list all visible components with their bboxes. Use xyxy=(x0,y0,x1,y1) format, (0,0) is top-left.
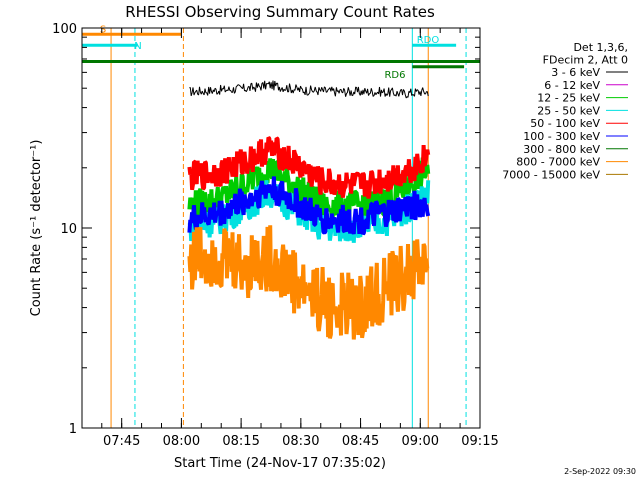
x-tick-label: 08:00 xyxy=(163,434,200,449)
y-tick-label: 10 xyxy=(60,222,77,237)
annotation-label: S xyxy=(100,24,106,35)
chart-title: RHESSI Observing Summary Count Rates xyxy=(125,3,435,21)
series-line xyxy=(187,176,431,236)
legend-entry-label: 12 - 25 keV xyxy=(537,92,600,105)
series-50-100-kev xyxy=(187,136,431,199)
x-tick-label: 08:15 xyxy=(222,434,259,449)
annotation-label: RD6 xyxy=(384,70,405,81)
axes: 1 10 100 07:45 08:00 08:15 08:30 08:45 09:00 09:1… xyxy=(52,22,499,449)
y-axis-label: Count Rate (s⁻¹ detector⁻¹) xyxy=(29,140,44,317)
series-line xyxy=(187,225,430,340)
series-800-7000-kev xyxy=(187,225,430,340)
legend-entry-label: 3 - 6 keV xyxy=(551,66,600,79)
legend-entry-label: 6 - 12 keV xyxy=(544,79,600,92)
axes-frame xyxy=(81,27,481,429)
annotation-label: N xyxy=(134,41,141,52)
legend-entry-label: 7000 - 15000 keV xyxy=(502,168,600,181)
x-tick-label: 08:45 xyxy=(342,434,379,449)
series-3-6-kev xyxy=(189,80,429,99)
plot-area: S N RD6 RDO xyxy=(81,24,480,428)
x-tick-label: 08:30 xyxy=(282,434,319,449)
legend-entry-label: 50 - 100 keV xyxy=(530,117,600,130)
annotation-label: RDO xyxy=(417,35,440,46)
legend-header: FDecim 2, Att 0 xyxy=(543,54,628,67)
x-tick-label: 09:15 xyxy=(461,434,498,449)
x-axis-label: Start Time (24-Nov-17 07:35:02) xyxy=(174,456,386,471)
y-tick-label: 100 xyxy=(52,22,77,37)
legend-entry-label: 25 - 50 keV xyxy=(537,104,600,117)
series-100-300-kev xyxy=(187,176,431,236)
x-tick-label: 07:45 xyxy=(103,434,140,449)
footer-date: 2-Sep-2022 09:30 xyxy=(564,467,636,476)
series-line xyxy=(189,80,429,99)
series-line xyxy=(187,136,431,199)
legend-entry-label: 800 - 7000 keV xyxy=(516,156,600,169)
x-tick-label: 09:00 xyxy=(402,434,439,449)
legend-entry-label: 300 - 800 keV xyxy=(523,143,600,156)
legend-entry-label: 100 - 300 keV xyxy=(523,130,600,143)
legend-header: Det 1,3,6, xyxy=(573,41,628,54)
y-tick-label: 1 xyxy=(69,422,77,437)
